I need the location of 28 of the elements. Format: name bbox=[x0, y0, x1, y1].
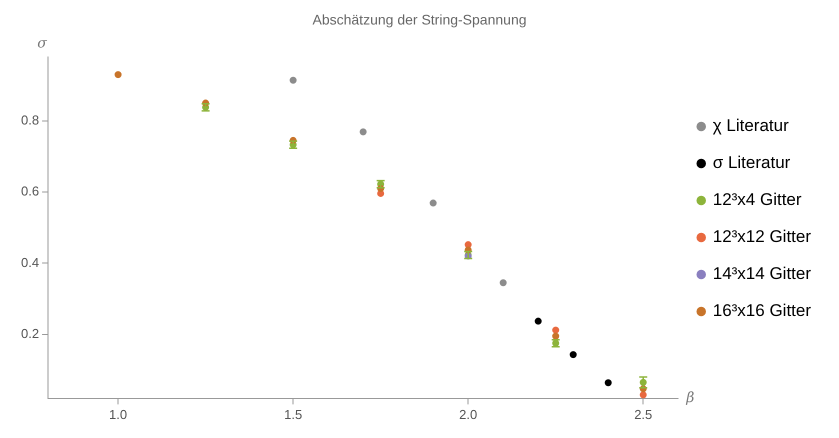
point bbox=[604, 379, 612, 386]
point bbox=[114, 71, 122, 78]
point bbox=[500, 279, 507, 286]
point bbox=[290, 76, 297, 84]
x-tick-label: 1.0 bbox=[109, 406, 128, 422]
point bbox=[360, 128, 367, 136]
point bbox=[430, 200, 437, 207]
x-tick-label: 2.0 bbox=[459, 406, 478, 422]
point bbox=[640, 391, 647, 398]
y-axis-title: σ bbox=[37, 35, 48, 52]
chart-title: Abschätzung der String-Spannung bbox=[312, 11, 527, 28]
legend-label: 12³x12 Gitter bbox=[712, 227, 812, 246]
legend-label: 12³x4 Gitter bbox=[712, 190, 802, 210]
legend-label: χ Literatur bbox=[712, 116, 790, 136]
legend-label: 16³x16 Gitter bbox=[712, 301, 812, 320]
x-tick-label: 1.5 bbox=[284, 406, 302, 422]
y-tick-label: 0.4 bbox=[20, 254, 40, 270]
point bbox=[534, 318, 542, 325]
y-tick-label: 0.6 bbox=[20, 184, 40, 199]
legend-label: 14³x14 Gitter bbox=[712, 264, 812, 284]
x-axis-title: β bbox=[685, 390, 694, 406]
point bbox=[552, 332, 560, 340]
y-tick-label: 0.8 bbox=[20, 112, 40, 128]
point bbox=[552, 326, 560, 334]
legend-label: σ Literatur bbox=[712, 153, 791, 172]
point bbox=[570, 351, 577, 358]
x-tick-label: 2.5 bbox=[634, 406, 652, 422]
y-tick-label: 0.2 bbox=[20, 326, 40, 341]
